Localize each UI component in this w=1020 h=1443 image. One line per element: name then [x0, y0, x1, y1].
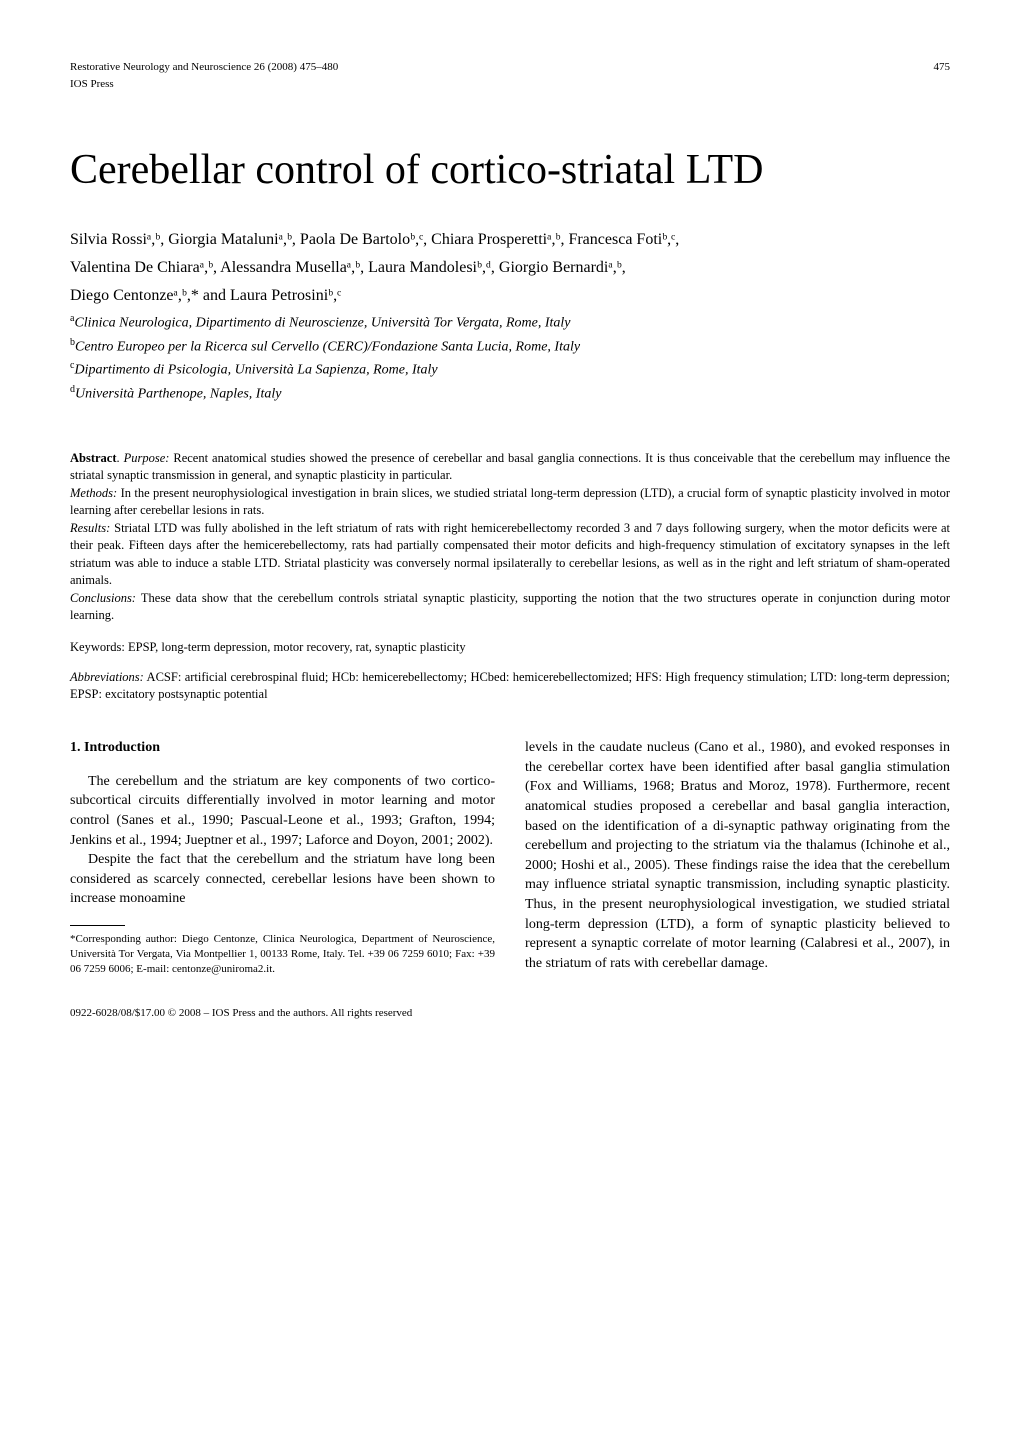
abbreviations-label: Abbreviations: — [70, 670, 144, 684]
affiliations: aClinica Neurologica, Dipartimento di Ne… — [70, 312, 950, 404]
methods-label: Methods: — [70, 486, 117, 500]
footnote-divider — [70, 925, 125, 926]
authors-line-3: Diego Centonzeᵃ,ᵇ,* and Laura Petrosiniᵇ… — [70, 284, 950, 308]
authors-line-2: Valentina De Chiaraᵃ,ᵇ, Alessandra Musel… — [70, 256, 950, 280]
affiliation-c-text: Dipartimento di Psicologia, Università L… — [74, 363, 437, 378]
affiliation-d-text: Università Parthenope, Naples, Italy — [75, 387, 281, 402]
right-column: levels in the caudate nucleus (Cano et a… — [525, 738, 950, 976]
abstract-label: Abstract — [70, 451, 117, 465]
affiliation-a-text: Clinica Neurologica, Dipartimento di Neu… — [74, 316, 570, 331]
right-paragraph-1: levels in the caudate nucleus (Cano et a… — [525, 738, 950, 973]
methods-text: In the present neurophysiological invest… — [70, 486, 950, 518]
two-column-body: 1. Introduction The cerebellum and the s… — [70, 738, 950, 976]
affiliation-b-text: Centro Europeo per la Ricerca sul Cervel… — [75, 340, 580, 355]
keywords-text: EPSP, long-term depression, motor recove… — [128, 640, 466, 654]
paper-title: Cerebellar control of cortico-striatal L… — [70, 142, 950, 199]
journal-header-line2: IOS Press — [70, 77, 950, 92]
left-column: 1. Introduction The cerebellum and the s… — [70, 738, 495, 976]
purpose-text: Recent anatomical studies showed the pre… — [70, 451, 950, 483]
section-1-heading: 1. Introduction — [70, 738, 495, 758]
affiliation-a: aClinica Neurologica, Dipartimento di Ne… — [70, 312, 950, 334]
abbreviations-block: Abbreviations: ACSF: artificial cerebros… — [70, 669, 950, 703]
corresponding-author-footnote: *Corresponding author: Diego Centonze, C… — [70, 932, 495, 977]
affiliation-c: cDipartimento di Psicologia, Università … — [70, 359, 950, 381]
copyright-footer: 0922-6028/08/$17.00 © 2008 – IOS Press a… — [70, 1006, 950, 1021]
authors-line-1: Silvia Rossiᵃ,ᵇ, Giorgia Mataluniᵃ,ᵇ, Pa… — [70, 228, 950, 252]
conclusions-label: Conclusions: — [70, 591, 136, 605]
abbreviations-text: ACSF: artificial cerebrospinal fluid; HC… — [70, 670, 950, 701]
left-paragraph-2: Despite the fact that the cerebellum and… — [70, 850, 495, 909]
page-number: 475 — [934, 60, 951, 75]
results-text: Striatal LTD was fully abolished in the … — [70, 521, 950, 588]
left-paragraph-1: The cerebellum and the striatum are key … — [70, 772, 495, 850]
affiliation-b: bCentro Europeo per la Ricerca sul Cerve… — [70, 336, 950, 358]
journal-header-line1: Restorative Neurology and Neuroscience 2… — [70, 60, 950, 75]
abstract-block: Abstract. Purpose: Recent anatomical stu… — [70, 450, 950, 625]
keywords-label: Keywords: — [70, 640, 128, 654]
keywords-block: Keywords: EPSP, long-term depression, mo… — [70, 639, 950, 656]
results-label: Results: — [70, 521, 110, 535]
purpose-label: Purpose: — [124, 451, 170, 465]
affiliation-d: dUniversità Parthenope, Naples, Italy — [70, 383, 950, 405]
conclusions-text: These data show that the cerebellum cont… — [70, 591, 950, 623]
